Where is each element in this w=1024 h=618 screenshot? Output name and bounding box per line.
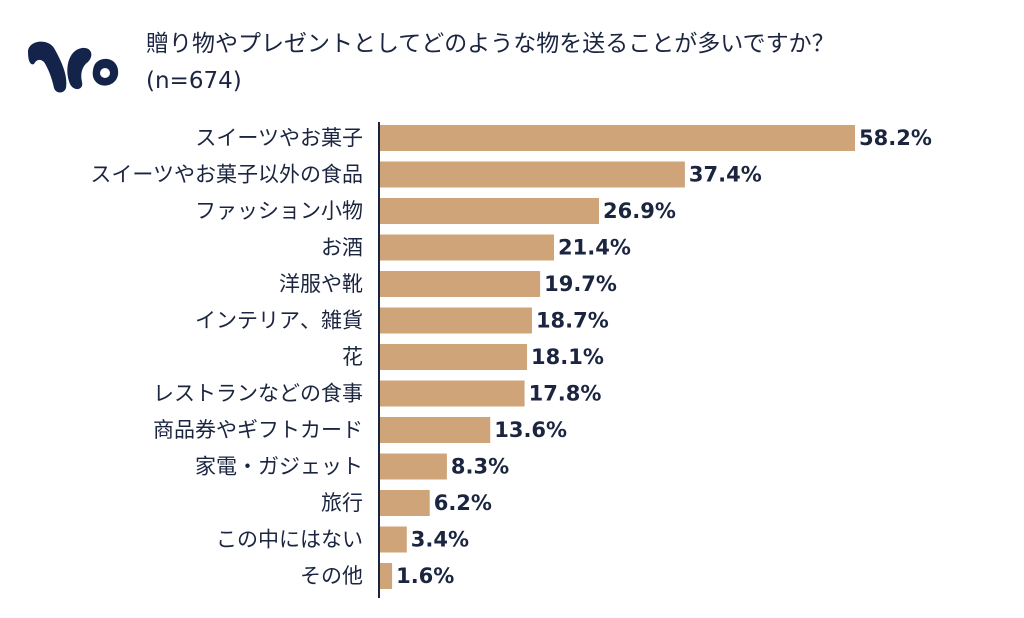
- bar-8: [379, 417, 491, 443]
- category-label-8: 商品券やギフトカード: [153, 418, 363, 442]
- bar-7: [379, 380, 525, 407]
- category-label-6: 花: [342, 345, 363, 369]
- category-label-0: スイーツやお菓子: [195, 126, 363, 150]
- bar-11: [379, 526, 407, 553]
- category-label-1: スイーツやお菓子以外の食品: [90, 163, 363, 187]
- category-label-11: この中にはない: [216, 528, 363, 552]
- chart-sample-size: (n=674): [146, 68, 242, 94]
- value-label-7: 17.8%: [529, 382, 602, 406]
- category-label-2: ファッション小物: [195, 199, 363, 223]
- bar-4: [379, 271, 541, 297]
- bar-10: [379, 490, 430, 516]
- logo-dot: [100, 68, 110, 78]
- value-label-8: 13.6%: [494, 418, 567, 442]
- category-label-10: 旅行: [321, 491, 363, 515]
- logo-shape-middle: [67, 47, 92, 90]
- chart-title: 贈り物やプレゼントとしてどのような物を送ることが多いですか？: [146, 31, 835, 57]
- bar-2: [379, 198, 600, 224]
- bar-9: [379, 453, 447, 480]
- category-label-12: その他: [300, 564, 363, 588]
- logo-shape-left: [28, 41, 67, 93]
- value-label-10: 6.2%: [434, 491, 492, 515]
- value-label-4: 19.7%: [544, 272, 617, 296]
- category-label-9: 家電・ガジェット: [195, 455, 363, 479]
- value-label-6: 18.1%: [531, 345, 604, 369]
- bar-5: [379, 307, 532, 334]
- value-label-9: 8.3%: [451, 455, 509, 479]
- value-label-3: 21.4%: [558, 236, 631, 260]
- value-label-5: 18.7%: [536, 309, 609, 333]
- value-label-1: 37.4%: [689, 163, 762, 187]
- category-label-5: インテリア、雑貨: [195, 309, 363, 333]
- chart-title-block: 贈り物やプレゼントとしてどのような物を送ることが多いですか？ (n=674): [146, 26, 835, 100]
- brand-logo-icon: [28, 41, 119, 93]
- category-label-7: レストランなどの食事: [153, 382, 363, 406]
- value-label-2: 26.9%: [603, 199, 676, 223]
- category-label-4: 洋服や靴: [279, 272, 363, 296]
- bar-12: [379, 563, 393, 589]
- bar-0: [379, 125, 855, 151]
- value-label-11: 3.4%: [411, 528, 469, 552]
- category-label-3: お酒: [321, 236, 363, 260]
- bar-6: [379, 344, 528, 370]
- value-label-0: 58.2%: [859, 126, 932, 150]
- bar-3: [379, 234, 555, 261]
- value-label-12: 1.6%: [396, 564, 454, 588]
- bar-1: [379, 161, 685, 188]
